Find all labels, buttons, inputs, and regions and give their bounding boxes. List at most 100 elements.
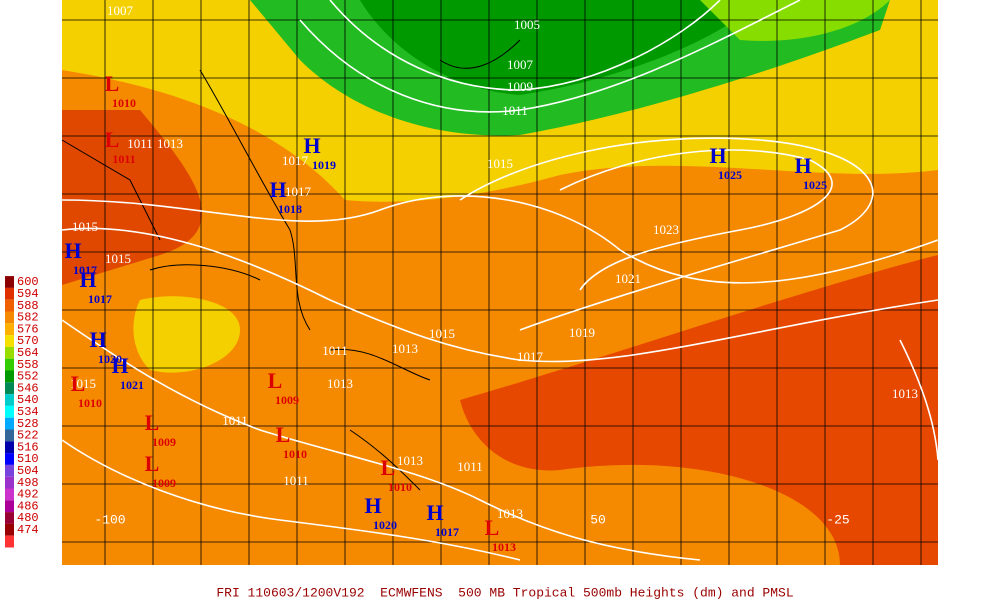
map-title: FRI 110603/1200V192 ECMWFENS 500 MB Trop… xyxy=(216,585,793,600)
longitude-label: -100 xyxy=(94,512,125,527)
isobar-label: 1013 xyxy=(892,386,918,401)
center-symbol: H xyxy=(709,143,726,168)
isobar-label: 1015 xyxy=(105,251,131,266)
isobar-labels: 1013101510151017101510231021101910171015… xyxy=(70,3,918,521)
center-symbol: L xyxy=(105,71,120,96)
isobar-label: 1009 xyxy=(507,79,533,94)
isobar-label: 1015 xyxy=(487,156,513,171)
isobars xyxy=(61,0,939,561)
isobar-label: 1017 xyxy=(285,184,312,199)
center-symbol: H xyxy=(79,267,96,292)
legend-label: 564 xyxy=(17,346,39,360)
center-symbol: L xyxy=(276,422,291,447)
legend-label: 504 xyxy=(17,464,39,478)
color-legend: 6005945885825765705645585525465405345285… xyxy=(5,275,39,548)
legend-label: 594 xyxy=(17,287,39,301)
isobar-label: 1013 xyxy=(497,506,523,521)
center-symbol: H xyxy=(64,238,81,263)
legend-label: 522 xyxy=(17,429,39,443)
legend-label: 534 xyxy=(17,405,39,419)
center-value: 1010 xyxy=(388,480,412,494)
isobar-label: 1007 xyxy=(507,57,534,72)
legend-swatch xyxy=(5,323,14,336)
isobar-label: 1013 xyxy=(157,136,183,151)
center-value: 1025 xyxy=(718,168,742,182)
center-symbol: L xyxy=(381,455,396,480)
legend-swatch xyxy=(5,299,14,312)
legend-swatch xyxy=(5,394,14,406)
legend-label: 552 xyxy=(17,370,39,384)
legend-label: 516 xyxy=(17,440,39,454)
center-symbol: H xyxy=(111,353,128,378)
isobar-label: 1015 xyxy=(70,376,96,391)
center-value: 1009 xyxy=(152,476,176,490)
isobar-label: 1013 xyxy=(397,453,423,468)
isobar-label: 1005 xyxy=(514,17,540,32)
center-value: 1020 xyxy=(98,352,122,366)
legend-label: 528 xyxy=(17,417,39,431)
coastlines xyxy=(61,39,521,491)
center-symbol: L xyxy=(105,127,120,152)
legend-label: 600 xyxy=(17,275,39,289)
longitude-label: -25 xyxy=(826,512,849,527)
isobar-label: 1011 xyxy=(322,343,348,358)
center-value: 1010 xyxy=(112,96,136,110)
legend-swatch xyxy=(5,488,14,501)
pressure-centers: L1010L1011H1019H1018H1017H1017H1020H1021… xyxy=(64,71,827,554)
isobar-label: 1011 xyxy=(222,413,248,428)
legend-swatch xyxy=(5,287,14,300)
center-value: 1013 xyxy=(492,540,516,554)
isobar-label: 1015 xyxy=(429,326,455,341)
legend-swatch xyxy=(5,335,14,347)
isobar-label: 1021 xyxy=(615,271,641,286)
isobar-label: 1011 xyxy=(457,459,483,474)
legend-swatch xyxy=(5,523,14,536)
center-symbol: H xyxy=(364,493,381,518)
longitude-label: 50 xyxy=(590,512,606,527)
legend-label: 480 xyxy=(17,511,39,525)
center-value: 1010 xyxy=(283,447,307,461)
legend-label: 570 xyxy=(17,334,39,348)
center-value: 1010 xyxy=(78,396,102,410)
isobar-label: 1013 xyxy=(327,376,353,391)
isobar-label: 1011 xyxy=(283,473,309,488)
legend-swatch xyxy=(5,500,14,513)
center-symbol: L xyxy=(145,451,160,476)
center-value: 1021 xyxy=(120,378,144,392)
isobar-label: 1013 xyxy=(392,341,418,356)
legend-label: 498 xyxy=(17,476,39,490)
isobar-label: 1023 xyxy=(653,222,679,237)
legend-swatch xyxy=(5,382,14,395)
legend-swatch xyxy=(5,476,14,489)
isobar-label: 1017 xyxy=(517,349,544,364)
center-symbol: H xyxy=(794,153,811,178)
center-symbol: L xyxy=(71,371,86,396)
legend-swatch xyxy=(5,405,14,418)
isobar-label: 1015 xyxy=(72,219,98,234)
center-value: 1017 xyxy=(73,263,97,277)
legend-label: 510 xyxy=(17,452,39,466)
legend-label: 582 xyxy=(17,311,39,325)
isobar-label: 1011 xyxy=(502,103,528,118)
center-symbol: H xyxy=(303,133,320,158)
center-symbol: H xyxy=(89,327,106,352)
legend-swatch xyxy=(5,276,14,288)
legend-swatch xyxy=(5,370,14,383)
legend-label: 546 xyxy=(17,381,39,395)
legend-label: 486 xyxy=(17,499,39,513)
center-value: 1009 xyxy=(152,435,176,449)
height-fill xyxy=(62,0,938,565)
legend-label: 492 xyxy=(17,488,39,502)
center-value: 1018 xyxy=(278,202,302,216)
longitude-labels: -100 50 -25 xyxy=(94,512,849,527)
center-value: 1009 xyxy=(275,393,299,407)
legend-label: 576 xyxy=(17,322,39,336)
isobar-label: 1007 xyxy=(107,3,134,18)
legend-label: 558 xyxy=(17,358,39,372)
isobar-label: 1017 xyxy=(282,153,309,168)
legend-swatch xyxy=(5,311,14,324)
legend-swatch xyxy=(5,346,14,359)
legend-swatch xyxy=(5,441,14,454)
